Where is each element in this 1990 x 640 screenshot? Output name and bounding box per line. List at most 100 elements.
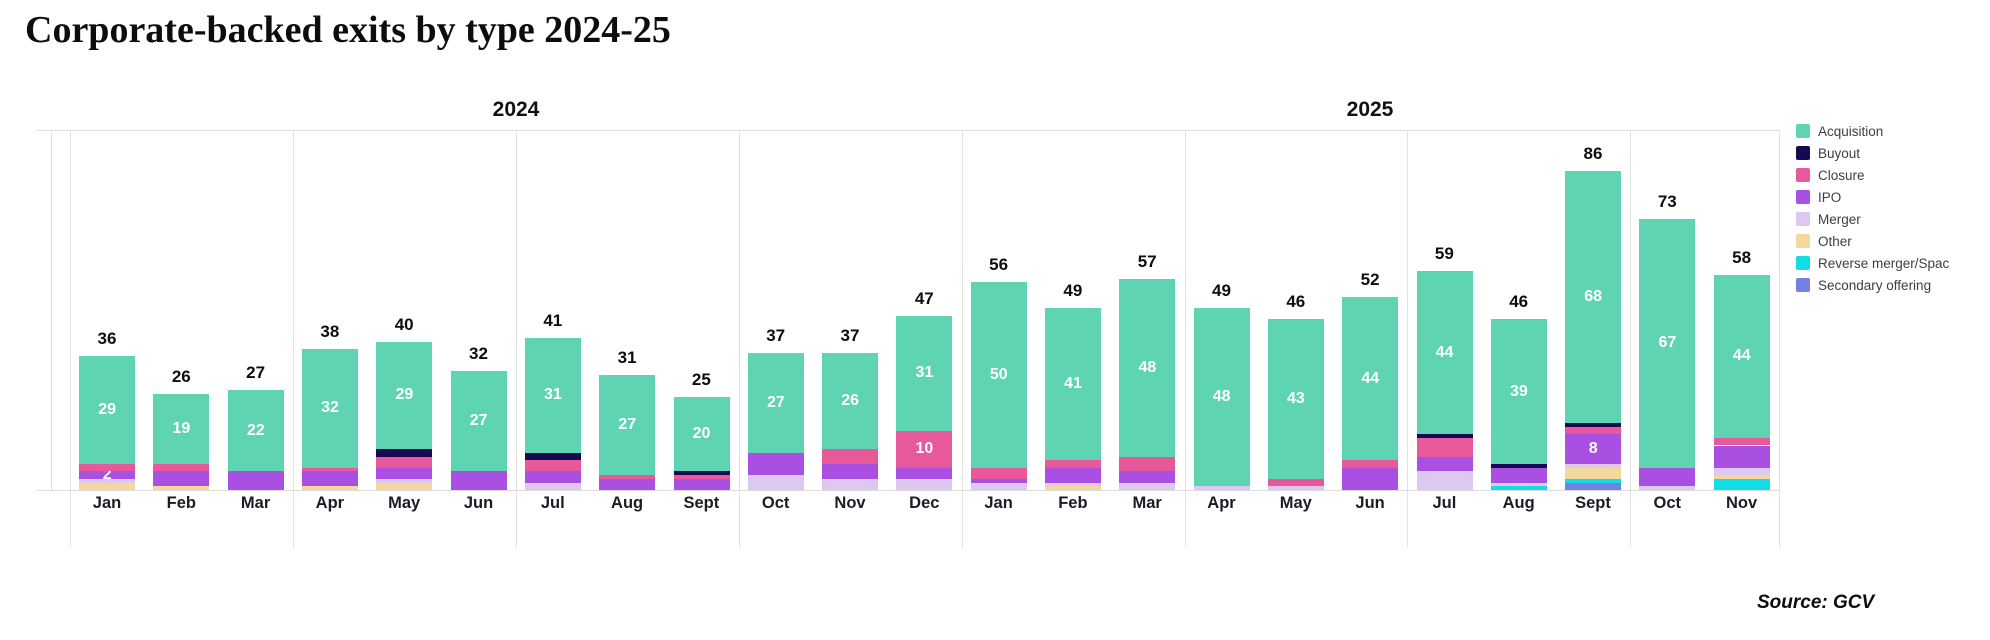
segment-acquisition: 32 [302, 349, 359, 468]
month-label: Sept [683, 494, 720, 512]
bar-total-label: 58 [1732, 247, 1752, 267]
segment-ipo [227, 471, 284, 490]
segment-value-label: 20 [692, 425, 711, 443]
segment-merger [1639, 486, 1696, 490]
segment-value-label: 27 [766, 393, 785, 411]
month-label: Apr [1207, 494, 1236, 512]
quarter-gridline [961, 130, 963, 547]
month-label: Jan [92, 494, 122, 512]
legend-swatch-icon [1796, 234, 1810, 248]
segment-value-label: 44 [1435, 343, 1454, 361]
bar-total-label: 73 [1657, 192, 1677, 212]
bar-total-label: 40 [394, 314, 414, 334]
segment-acquisition: 48 [1193, 308, 1250, 487]
segment-merger [970, 482, 1027, 490]
month-label: Aug [611, 494, 644, 512]
segment-acquisition: 44 [1416, 271, 1473, 435]
month-label: Mar [1132, 494, 1162, 512]
bar-total-label: 38 [320, 322, 340, 342]
legend-swatch-icon [1796, 190, 1810, 204]
segment-acquisition: 27 [450, 371, 507, 472]
segment-closure [376, 456, 433, 468]
segment-merger [376, 478, 433, 483]
year-label-2024: 2024 [492, 98, 540, 121]
bar-total-label: 49 [1063, 281, 1083, 301]
segment-closure [524, 460, 581, 472]
legend-swatch-icon [1796, 124, 1810, 138]
segment-closure [1342, 460, 1399, 468]
segment-closure [1267, 478, 1324, 487]
legend-label: Reverse merger/Spac [1818, 255, 1950, 271]
month-label: Jan [984, 494, 1013, 512]
segment-ipo [599, 478, 656, 490]
segment-closure [970, 467, 1027, 479]
segment-closure [153, 464, 210, 472]
segment-value-label: 10 [915, 440, 934, 458]
bar-total-label: 37 [840, 325, 860, 345]
month-label: Jun [1355, 494, 1385, 512]
segment-value-label: 44 [1361, 369, 1380, 387]
bar-total-label: 59 [1434, 244, 1454, 264]
source-note: Source: GCV [1757, 592, 1875, 613]
segment-reverse_merger [1713, 478, 1770, 490]
segment-ipo [1490, 467, 1547, 483]
segment-buyout [524, 452, 581, 461]
segment-closure: 10 [896, 430, 953, 468]
segment-buyout [1490, 464, 1547, 468]
quarter-gridline [70, 130, 71, 547]
segment-value-label: 31 [915, 364, 934, 382]
segment-other [1045, 486, 1102, 490]
month-label: Oct [761, 494, 790, 512]
quarter-gridline [1779, 130, 1780, 547]
segment-value-label: 8 [1588, 440, 1598, 458]
segment-ipo [1342, 467, 1399, 490]
segment-acquisition: 26 [822, 352, 879, 450]
segment-merger [896, 478, 953, 490]
segment-ipo [1416, 456, 1473, 472]
bar-total-label: 37 [766, 325, 786, 345]
segment-value-label: 22 [246, 421, 265, 439]
segment-ipo [302, 471, 359, 487]
segment-acquisition: 27 [599, 375, 656, 476]
segment-acquisition: 68 [1565, 170, 1622, 424]
plot-border-line [37, 490, 1779, 491]
legend-swatch-icon [1796, 256, 1810, 270]
segment-buyout [673, 471, 730, 476]
segment-value-label: 44 [1732, 347, 1751, 365]
segment-merger [1119, 482, 1176, 490]
month-label: May [1279, 494, 1312, 512]
segment-ipo [153, 471, 210, 487]
segment-acquisition: 22 [227, 389, 284, 472]
segment-closure [673, 475, 730, 479]
segment-value-label: 50 [989, 366, 1008, 383]
segment-other [1565, 467, 1622, 479]
segment-closure [1045, 460, 1102, 468]
quarter-gridline [515, 130, 517, 547]
segment-ipo [747, 452, 804, 476]
bar-total-label: 49 [1212, 281, 1231, 301]
month-label: Nov [1726, 494, 1758, 512]
segment-merger [1045, 482, 1102, 487]
legend-item-secondary_offering: Secondary offering [1796, 274, 1949, 296]
quarter-gridline [1184, 130, 1186, 547]
chart-title: Corporate-backed exits by type 2024-25 [25, 9, 671, 51]
segment-merger [1267, 486, 1324, 490]
legend-swatch-icon [1796, 212, 1810, 226]
segment-ipo [450, 471, 507, 490]
segment-value-label: 27 [618, 416, 637, 434]
plot-border-line [37, 130, 1779, 131]
legend-label: Closure [1818, 167, 1865, 183]
segment-closure [302, 467, 359, 472]
segment-value-label: 31 [544, 386, 562, 404]
quarter-gridline [292, 130, 294, 547]
segment-value-label: 48 [1212, 388, 1231, 406]
segment-value-label: 41 [1064, 375, 1082, 393]
segment-acquisition: 48 [1119, 278, 1176, 457]
segment-acquisition: 27 [747, 352, 804, 453]
segment-merger [1416, 471, 1473, 490]
segment-acquisition: 39 [1490, 319, 1547, 465]
month-label: Feb [166, 494, 196, 512]
legend-label: Other [1818, 233, 1852, 249]
